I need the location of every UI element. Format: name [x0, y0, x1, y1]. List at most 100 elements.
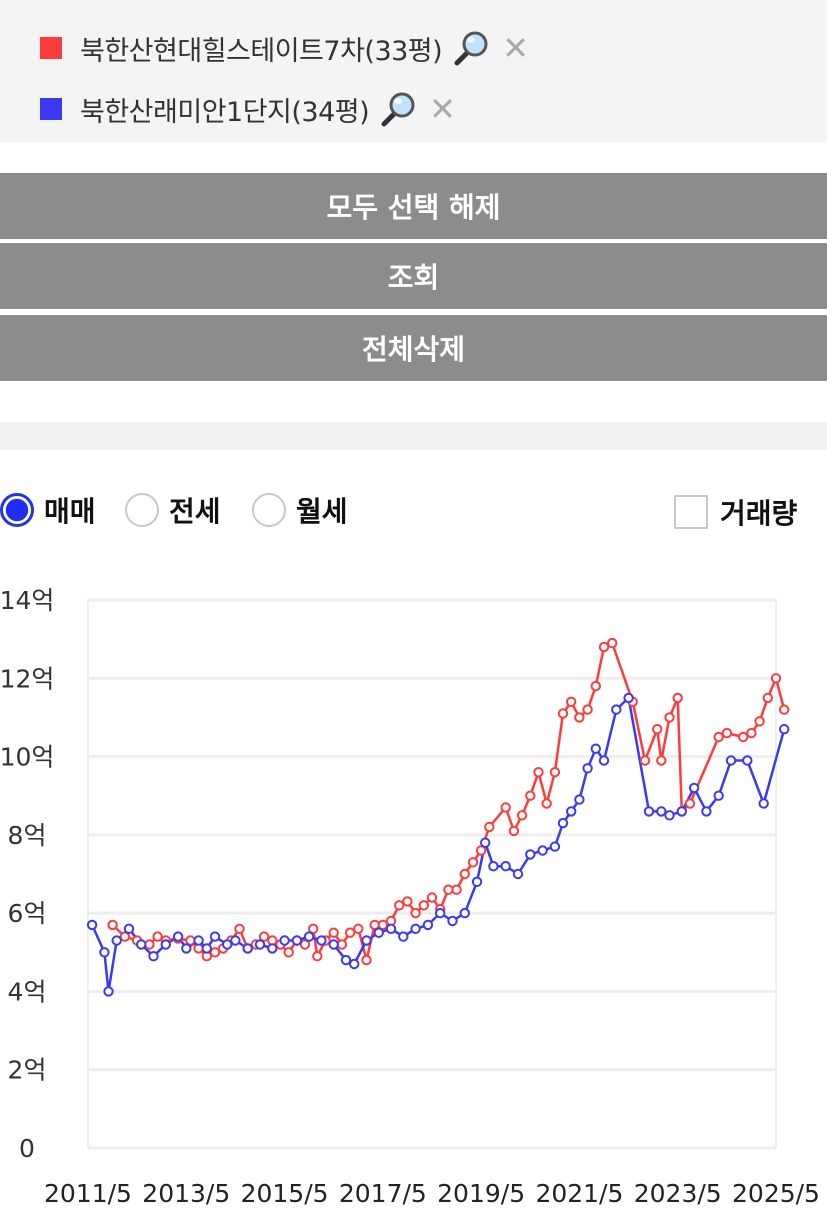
- x-tick-label: 2013/5: [142, 1179, 230, 1208]
- close-icon[interactable]: ✕: [502, 29, 529, 67]
- data-point: [422, 919, 434, 931]
- data-point: [525, 790, 536, 801]
- data-point: [582, 704, 593, 715]
- data-point: [471, 876, 483, 887]
- y-tick-label: 14억: [0, 586, 54, 615]
- data-point: [590, 743, 601, 754]
- radio-circle[interactable]: [125, 493, 159, 527]
- data-point: [353, 923, 364, 934]
- data-point: [480, 837, 491, 848]
- magnifier-icon[interactable]: [452, 28, 492, 68]
- data-point: [209, 931, 221, 942]
- data-point: [459, 868, 470, 880]
- data-point: [316, 935, 327, 946]
- deselect-all-button[interactable]: 모두 선택 해제: [0, 173, 827, 239]
- data-point: [123, 923, 135, 934]
- delete-all-button[interactable]: 전체삭제: [0, 315, 827, 381]
- data-point: [541, 798, 552, 809]
- data-point: [738, 731, 749, 743]
- data-point: [566, 806, 577, 817]
- data-point: [598, 641, 610, 653]
- data-point: [742, 755, 753, 766]
- data-point: [258, 931, 270, 942]
- data-point: [303, 931, 315, 942]
- data-point: [484, 821, 495, 833]
- data-point: [136, 939, 147, 950]
- data-point: [230, 935, 241, 946]
- data-point: [566, 696, 577, 708]
- data-point: [557, 817, 569, 829]
- data-point: [160, 939, 172, 950]
- data-point: [291, 935, 303, 946]
- magnifier-icon[interactable]: [379, 89, 419, 129]
- data-point: [148, 951, 159, 962]
- data-point: [488, 861, 499, 872]
- data-point: [410, 923, 421, 934]
- data-point: [746, 727, 757, 739]
- data-point: [549, 841, 561, 852]
- data-point: [500, 861, 511, 872]
- data-point: [361, 935, 372, 946]
- radio-label: 매매: [44, 495, 96, 528]
- data-point: [99, 947, 110, 958]
- data-point: [328, 927, 339, 938]
- data-point: [201, 943, 213, 954]
- data-point: [410, 907, 421, 919]
- data-point: [701, 806, 712, 817]
- data-point: [512, 868, 524, 880]
- data-point: [713, 790, 724, 801]
- radio-trade-jeonse[interactable]: 전세: [125, 490, 221, 530]
- data-point: [267, 943, 278, 954]
- data-point: [398, 931, 409, 942]
- data-point: [193, 935, 204, 946]
- data-point: [590, 680, 601, 692]
- search-button[interactable]: 조회: [0, 243, 827, 309]
- checkbox-box[interactable]: [674, 495, 708, 529]
- data-point: [508, 825, 520, 837]
- data-point: [721, 727, 733, 739]
- data-point: [111, 935, 122, 946]
- y-tick-label: 8억: [8, 821, 47, 850]
- data-point: [676, 806, 687, 817]
- y-tick-label: 4억: [8, 977, 47, 1006]
- data-point: [283, 947, 294, 958]
- radio-circle[interactable]: [252, 493, 286, 527]
- data-point: [181, 943, 192, 954]
- radio-trade-monthly[interactable]: 월세: [252, 490, 348, 530]
- data-point: [623, 692, 634, 704]
- data-point: [308, 923, 319, 934]
- data-point: [435, 907, 446, 919]
- data-point: [299, 939, 311, 950]
- data-point: [385, 923, 397, 934]
- x-tick-label: 2023/5: [634, 1179, 722, 1208]
- close-icon[interactable]: ✕: [429, 90, 456, 128]
- data-point: [639, 755, 651, 766]
- data-point: [779, 724, 790, 735]
- data-point: [222, 939, 233, 950]
- data-point: [525, 849, 536, 860]
- data-point: [598, 755, 610, 766]
- data-point: [607, 637, 618, 649]
- data-point: [402, 896, 413, 907]
- data-point: [664, 810, 675, 821]
- radio-label: 월세: [296, 495, 348, 528]
- data-point: [664, 712, 675, 723]
- data-point: [656, 755, 667, 766]
- radio-circle[interactable]: [0, 493, 34, 527]
- complex-name: 북한산래미안1단지(34평): [80, 96, 370, 128]
- radio-trade-sale[interactable]: 매매: [0, 490, 96, 530]
- volume-checkbox[interactable]: 거래량: [674, 492, 797, 532]
- data-point: [242, 943, 253, 954]
- data-point: [684, 798, 696, 809]
- y-tick-label: 12억: [0, 664, 54, 693]
- x-tick-label: 2011/5: [44, 1179, 132, 1208]
- data-point: [312, 951, 323, 962]
- data-point: [328, 939, 339, 950]
- data-point: [459, 907, 470, 919]
- data-point: [754, 716, 765, 727]
- data-point: [451, 884, 462, 895]
- data-point: [643, 806, 655, 817]
- data-point: [574, 794, 585, 805]
- data-point: [426, 892, 438, 903]
- data-point: [516, 810, 528, 821]
